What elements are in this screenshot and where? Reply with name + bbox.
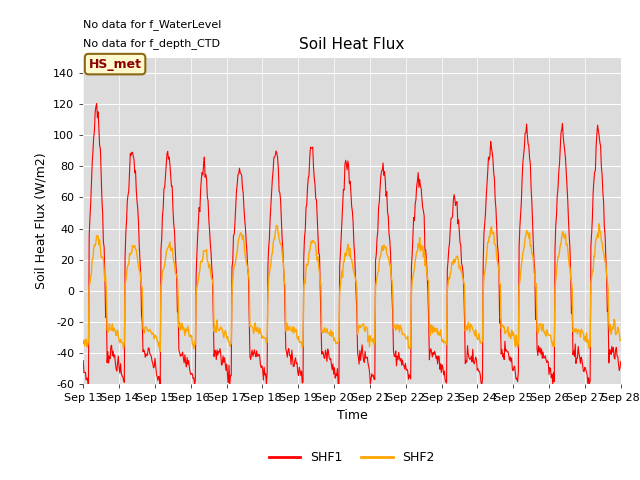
SHF1 bbox=[229, 259, 237, 264]
SHF2 bbox=[434, 332, 442, 337]
Text: HS_met: HS_met bbox=[88, 58, 141, 71]
Line: SHF2: SHF2 bbox=[83, 224, 621, 351]
SHF1 bbox=[84, 386, 92, 392]
Y-axis label: Soil Heat Flux (W/m2): Soil Heat Flux (W/m2) bbox=[35, 153, 47, 289]
Text: No data for f_depth_CTD: No data for f_depth_CTD bbox=[83, 38, 220, 49]
SHF2 bbox=[156, 348, 164, 354]
SHF1 bbox=[146, 350, 154, 356]
SHF2 bbox=[145, 328, 152, 334]
SHF2 bbox=[418, 246, 426, 252]
Text: No data for f_WaterLevel: No data for f_WaterLevel bbox=[83, 19, 221, 30]
SHF1 bbox=[435, 353, 442, 359]
Legend: SHF1, SHF2: SHF1, SHF2 bbox=[264, 446, 440, 469]
X-axis label: Time: Time bbox=[337, 408, 367, 421]
SHF2 bbox=[79, 340, 87, 346]
SHF1 bbox=[419, 204, 426, 210]
SHF2 bbox=[595, 221, 603, 227]
Title: Soil Heat Flux: Soil Heat Flux bbox=[300, 37, 404, 52]
SHF2 bbox=[617, 337, 625, 343]
SHF2 bbox=[200, 248, 207, 253]
SHF1 bbox=[93, 101, 100, 107]
SHF2 bbox=[228, 288, 236, 294]
SHF1 bbox=[90, 135, 97, 141]
SHF1 bbox=[79, 358, 87, 363]
SHF1 bbox=[200, 154, 208, 160]
SHF2 bbox=[89, 256, 97, 262]
Line: SHF1: SHF1 bbox=[83, 104, 621, 389]
SHF1 bbox=[617, 359, 625, 364]
